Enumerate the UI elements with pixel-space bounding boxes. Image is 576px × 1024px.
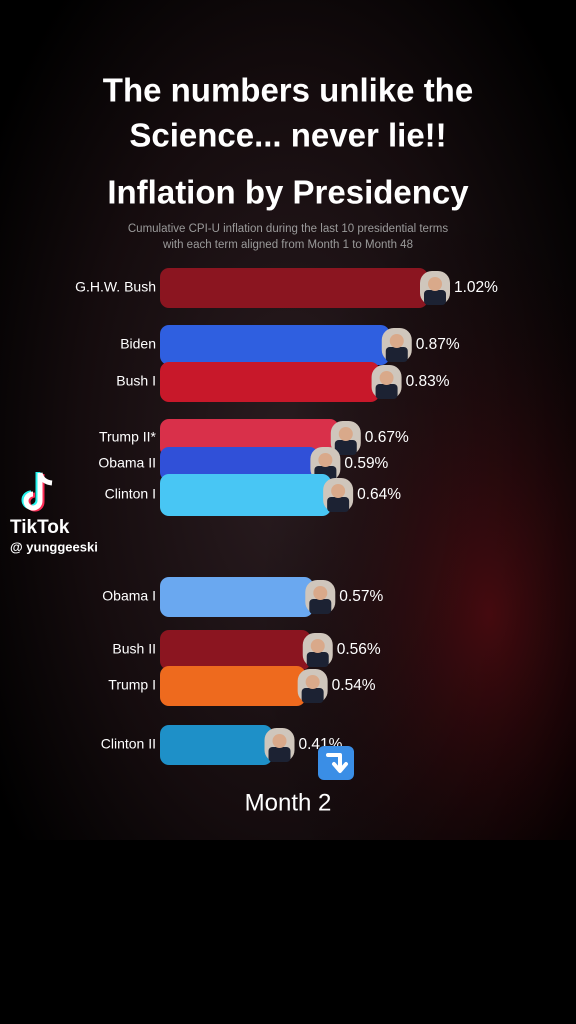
portrait-suit	[334, 440, 357, 455]
category-label: Biden	[120, 336, 156, 352]
frame-label: Month 2	[245, 789, 332, 816]
portrait-suit	[268, 747, 291, 762]
bar	[160, 725, 273, 765]
portrait-suit	[306, 652, 329, 667]
chart-title: Inflation by Presidency	[107, 174, 469, 211]
portrait-face	[305, 675, 320, 689]
portrait-face	[428, 277, 442, 291]
portrait-face	[331, 484, 346, 498]
category-label: Trump II*	[99, 429, 157, 445]
bar	[160, 268, 428, 308]
value-label: 0.87%	[416, 336, 460, 353]
chart-subtitle: Cumulative CPI-U inflation during the la…	[128, 223, 448, 235]
value-label: 0.57%	[339, 588, 383, 605]
portrait-face	[379, 371, 394, 385]
category-label: Obama I	[102, 588, 156, 604]
value-label: 0.64%	[357, 486, 401, 503]
portrait-suit	[301, 688, 324, 703]
bar	[160, 362, 380, 402]
category-label: Clinton II	[101, 736, 156, 752]
value-label: 0.67%	[365, 429, 409, 446]
watermark-brand: TikTok	[10, 517, 70, 538]
portrait-face	[389, 334, 404, 348]
arrow-icon	[318, 746, 354, 780]
category-label: Trump I	[108, 677, 156, 693]
category-label: Obama II	[98, 455, 156, 471]
portrait-suit	[424, 290, 446, 305]
bar	[160, 474, 332, 516]
bar	[160, 577, 314, 617]
category-label: Bush II	[112, 641, 156, 657]
caption-line: The numbers unlike the	[103, 72, 473, 109]
bar	[160, 666, 306, 706]
category-label: G.H.W. Bush	[75, 279, 156, 295]
value-label: 0.59%	[344, 455, 388, 472]
portrait-face	[313, 586, 328, 600]
category-label: Clinton I	[105, 486, 156, 502]
tiktok-logo	[21, 472, 53, 512]
watermark-handle: @ yunggeeski	[10, 539, 98, 554]
caption-line: Science... never lie!!	[129, 117, 446, 154]
portrait-face	[310, 639, 325, 653]
portrait-face	[318, 453, 333, 467]
chart-subtitle: with each term aligned from Month 1 to M…	[162, 239, 413, 251]
bars: G.H.W. Bush 1.02% Biden 0.87% Bush I 0.83% Tru…	[75, 268, 498, 765]
bar	[160, 630, 311, 670]
portrait-suit	[327, 497, 350, 512]
bar	[160, 325, 390, 365]
value-label: 0.54%	[332, 677, 376, 694]
bottom-fade	[0, 840, 576, 1024]
portrait-suit	[375, 384, 398, 399]
portrait-suit	[385, 347, 408, 362]
category-label: Bush I	[116, 373, 156, 389]
portrait-face	[272, 734, 287, 748]
portrait-suit	[309, 599, 332, 614]
value-label: 1.02%	[454, 279, 498, 296]
portrait-face	[338, 427, 353, 441]
value-label: 0.83%	[406, 373, 450, 390]
bar	[160, 447, 319, 481]
value-label: 0.56%	[337, 641, 381, 658]
